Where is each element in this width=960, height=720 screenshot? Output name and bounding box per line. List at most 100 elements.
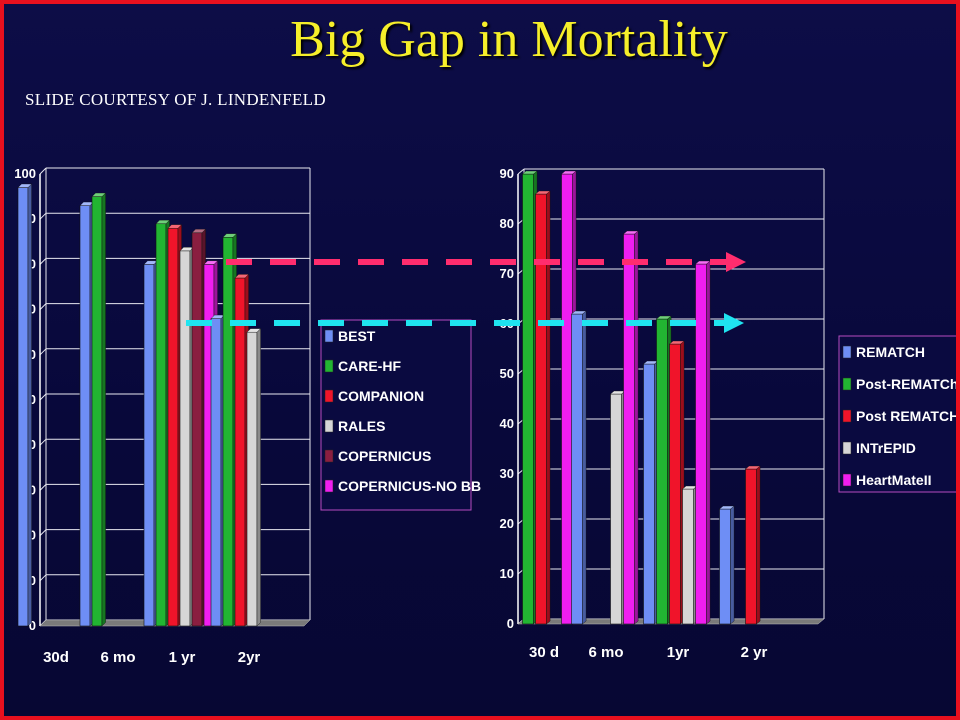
bar-top [560, 170, 577, 175]
bar-side [101, 192, 106, 627]
x-category-label: 2 yr [741, 644, 768, 661]
y-tick-label: 10 [500, 566, 514, 581]
gridline-diag [39, 574, 47, 582]
bar-2-heartmateii-1 [623, 233, 635, 625]
slide-subtitle: SLIDE COURTESY OF J. LINDENFELD [25, 90, 326, 109]
legend-label: REMATCH [856, 344, 925, 360]
bar-1-care-hf-2 [155, 223, 167, 627]
bar-top [222, 233, 238, 238]
legend-swatch [842, 409, 852, 423]
chart-1: 010203040506070809010030d6 mo1 yr2yrBEST… [14, 166, 481, 666]
bar-1-rales-2 [179, 250, 191, 627]
gridline-diag [39, 529, 47, 536]
bar-2-post-rematch-0 [522, 173, 534, 625]
bar-1-companion-3 [234, 277, 246, 627]
y-tick-label: 20 [500, 516, 514, 531]
y-tick-label: 80 [500, 216, 514, 231]
gridline-diag [517, 168, 525, 175]
legend-swatch [324, 359, 334, 373]
gridline-diag [39, 348, 47, 356]
x-category-label: 6 mo [100, 649, 135, 666]
bar-top [655, 315, 672, 320]
bar-1-rales-3 [246, 331, 258, 627]
bar-top [167, 224, 183, 229]
gridline-diag [39, 258, 47, 265]
y-tick-label: 30 [500, 466, 514, 481]
bar-side [27, 183, 32, 627]
legend-swatch [324, 419, 334, 433]
bar-top [534, 190, 551, 195]
slide-title: Big Gap in Mortality [290, 11, 728, 68]
cyan-arrow [186, 313, 744, 333]
legend-swatch [324, 449, 334, 463]
legend-swatch [842, 473, 852, 487]
y-tick-label: 100 [14, 166, 36, 181]
bar-top [234, 274, 250, 279]
charts-canvas: 010203040506070809010030d6 mo1 yr2yrBEST… [14, 166, 956, 666]
bar-top [91, 192, 107, 197]
bar-top [17, 183, 33, 188]
bar-2-heartmateii-2 [695, 263, 707, 625]
bar-2-rematch-2 [643, 363, 655, 625]
legend-1: BEST CARE-HF COMPANION RALES COPERNICUS COPER… [320, 319, 481, 511]
y-tick-label: 90 [500, 166, 514, 181]
legend-swatch [842, 345, 852, 359]
bar-1-care-hf-1 [91, 196, 103, 627]
legend-swatch [842, 441, 852, 455]
bar-side [582, 310, 587, 625]
bar-1-companion-2 [167, 227, 179, 627]
pink-arrow-head [726, 252, 746, 272]
x-category-label: 30 d [529, 644, 559, 661]
y-tick-label: 40 [500, 416, 514, 431]
bar-2-post-rematch-3 [745, 468, 757, 625]
bar-top [718, 505, 735, 510]
legend-label: CARE-HF [338, 358, 401, 374]
gridline-diag [39, 393, 47, 401]
legend-box [838, 335, 956, 493]
x-category-label: 1 yr [169, 649, 196, 666]
y-tick-label: 0 [29, 618, 36, 633]
legend-label: COPERNICUS [338, 448, 431, 464]
legend-label: Post-REMATCh [856, 376, 956, 392]
x-category-label: 2yr [238, 649, 261, 666]
legend-label: RALES [338, 418, 385, 434]
bar-top [744, 465, 761, 470]
bar-side [730, 505, 735, 625]
bar-2-post-rematch-2 [656, 318, 668, 625]
gridline-diag [39, 212, 47, 220]
legend-swatch [324, 479, 334, 493]
bar-side [634, 230, 639, 625]
bar-top [246, 328, 262, 333]
bar-1-best-0 [17, 187, 29, 627]
y-tick-label: 0 [507, 616, 514, 631]
bar-top [570, 310, 587, 315]
bar-1-best-2 [143, 264, 155, 627]
legend-swatch [324, 389, 334, 403]
bar-top [191, 228, 207, 233]
legend-swatch [324, 329, 334, 343]
bar-top [155, 219, 171, 224]
y-tick-label: 70 [500, 266, 514, 281]
bar-side [256, 328, 261, 627]
pink-arrow [226, 252, 746, 272]
legend-label: COMPANION [338, 388, 424, 404]
x-category-label: 30d [43, 649, 69, 666]
bar-side [546, 190, 551, 625]
bar-top [521, 170, 538, 175]
legend-2: REMATCH Post-REMATCh Post REMATCH INTrEPID H… [838, 335, 956, 493]
bar-1-copernicus-2 [191, 232, 203, 627]
cyan-arrow-head [724, 313, 744, 333]
y-tick-label: 50 [500, 366, 514, 381]
legend-label: Post REMATCH [856, 408, 956, 424]
bar-1-care-hf-3 [222, 236, 234, 627]
legend-label: INTrEPID [856, 440, 916, 456]
gridline-diag [39, 484, 47, 491]
bar-1-best-3 [210, 318, 222, 627]
bar-2-rematch-3 [719, 508, 731, 625]
legend-label: HeartMateII [856, 472, 931, 488]
bar-top [622, 230, 639, 235]
gridline-diag [39, 303, 47, 310]
bar-2-heartmateii-0 [561, 173, 573, 625]
